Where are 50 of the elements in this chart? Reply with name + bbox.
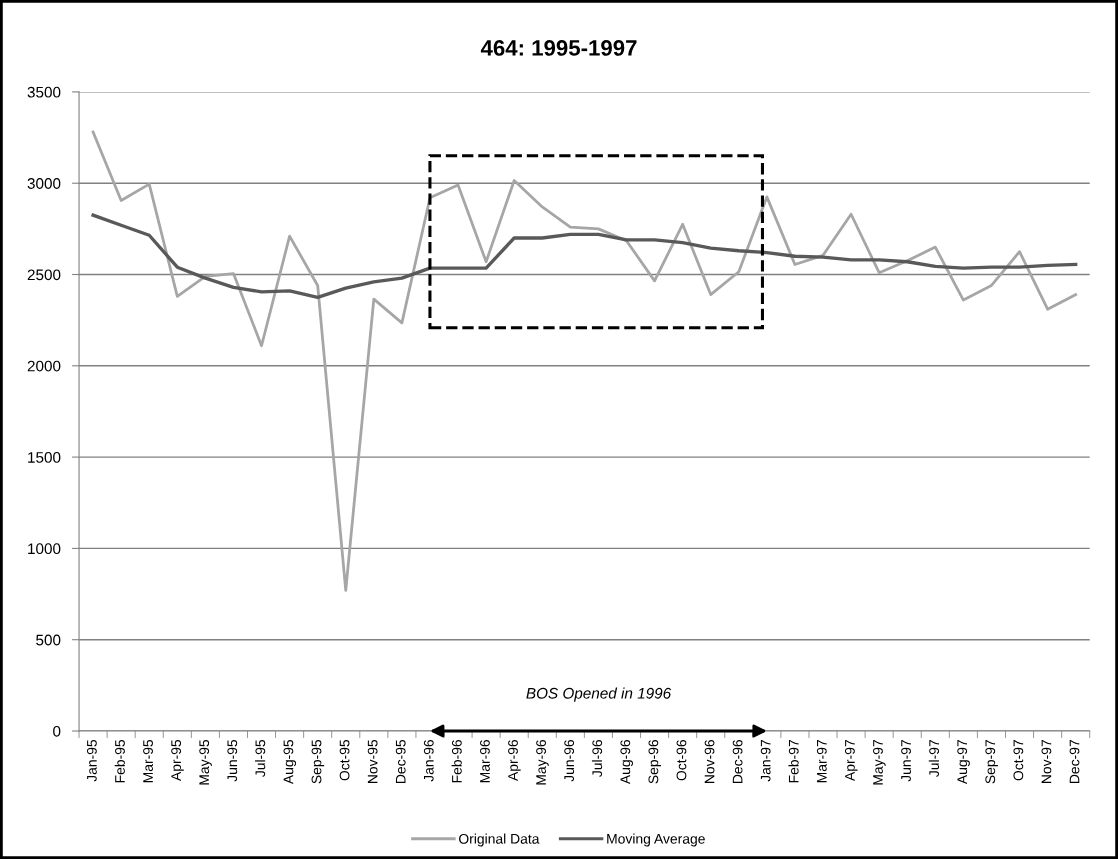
x-tick-label: Jan-96 <box>423 739 434 782</box>
x-tick-label: Feb-95 <box>114 739 125 783</box>
x-tick-label: Jan-95 <box>86 739 97 782</box>
x-tick-label: Dec-97 <box>1069 740 1080 783</box>
x-tick-label: Aug-97 <box>957 740 970 785</box>
y-tick-label: 0 <box>53 725 61 737</box>
x-tick-label: Jan-97 <box>760 740 771 782</box>
line-series <box>91 213 1078 300</box>
x-tick-label: Mar-97 <box>816 740 827 783</box>
annotation: BOS Opened in 1996 <box>526 687 672 702</box>
x-tick-label: Sep-96 <box>648 739 662 784</box>
x-tick-label: Apr-96 <box>508 739 521 781</box>
x-tick-label: Feb-96 <box>451 739 462 783</box>
x-tick-label: Jun-95 <box>227 739 238 782</box>
x-tick-label: Nov-97 <box>1041 740 1052 783</box>
x-tick-label: Aug-95 <box>283 739 297 785</box>
x-tick-label: May-97 <box>873 740 886 785</box>
x-tick-label: May-95 <box>199 739 212 785</box>
x-tick-label: Sep-95 <box>311 739 325 784</box>
x-tick-label: Jun-97 <box>901 740 911 782</box>
x-tick-label: Apr-97 <box>844 740 858 781</box>
legend-label: Original Data <box>459 833 540 847</box>
x-tick-label: Feb-97 <box>788 740 799 783</box>
x-tick-label: Oct-97 <box>1013 740 1024 781</box>
x-tick-label: May-96 <box>536 739 549 785</box>
x-tick-label: Aug-96 <box>620 739 633 785</box>
x-tick-label: Nov-95 <box>367 739 378 783</box>
chart-title: 464: 1995-1997 <box>480 40 637 56</box>
x-tick-label: Dec-96 <box>732 739 743 783</box>
y-tick-label: 500 <box>36 634 61 646</box>
x-tick-label: Nov-96 <box>704 739 715 783</box>
y-tick-label: 2000 <box>27 360 61 372</box>
x-tick-label: Jul-97 <box>928 740 940 777</box>
x-tick-label: Jul-96 <box>591 739 603 777</box>
x-tick-label: Dec-95 <box>395 739 406 783</box>
y-tick-label: 2500 <box>27 269 61 281</box>
y-tick-label: 1500 <box>28 451 61 463</box>
y-tick-label: 3000 <box>27 178 61 189</box>
y-tick-label: 1000 <box>28 543 61 555</box>
legend-label: Moving Average <box>607 833 705 847</box>
x-tick-label: Mar-96 <box>480 739 490 783</box>
x-tick-label: Mar-95 <box>143 739 153 783</box>
x-tick-label: Jun-96 <box>564 739 575 782</box>
x-tick-label: Apr-95 <box>171 739 184 781</box>
x-tick-label: Oct-96 <box>676 739 687 781</box>
line-series <box>91 130 1078 592</box>
x-tick-label: Sep-97 <box>985 740 998 784</box>
x-tick-label: Oct-95 <box>339 739 350 781</box>
y-tick-label: 3500 <box>27 86 61 98</box>
x-tick-label: Jul-95 <box>255 739 266 777</box>
